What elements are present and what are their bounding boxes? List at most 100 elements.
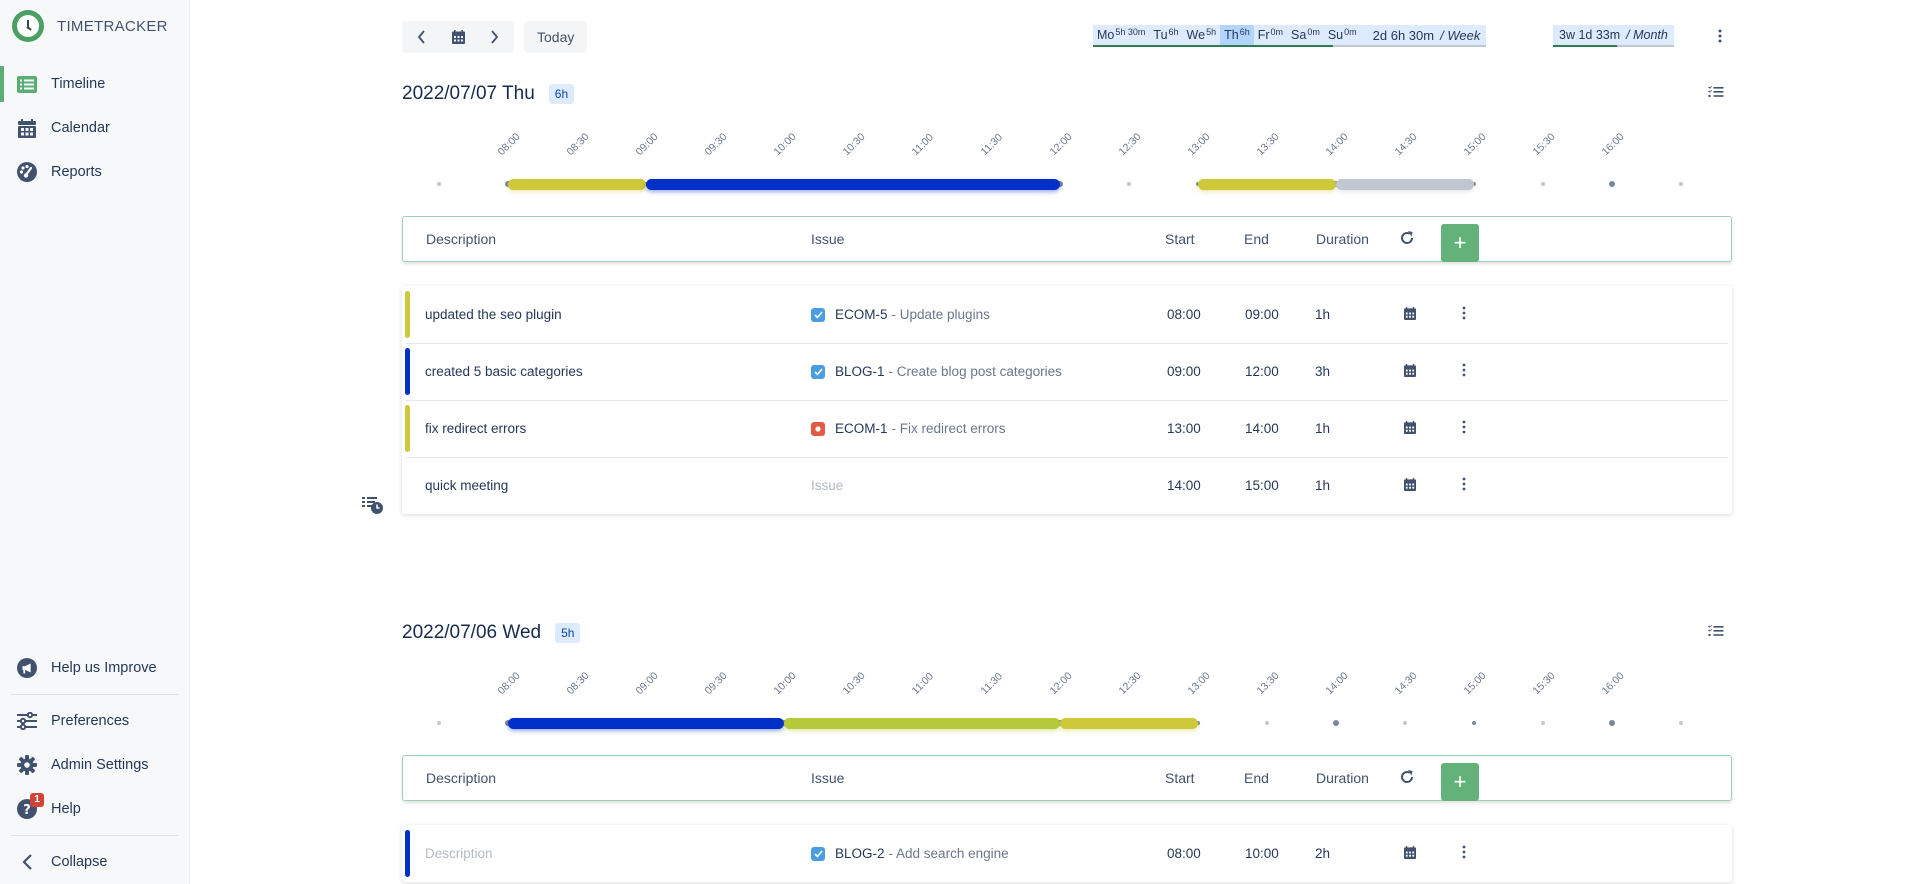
entry-description[interactable]: quick meeting bbox=[425, 478, 509, 493]
next-day-button[interactable] bbox=[482, 25, 506, 49]
row-more-icon[interactable] bbox=[1462, 306, 1466, 323]
timeline-entry-bar[interactable] bbox=[784, 718, 1060, 729]
prev-day-button[interactable] bbox=[410, 25, 434, 49]
entry-start[interactable]: 08:00 bbox=[1167, 846, 1201, 861]
week-total: 2d 6h 30m / Week bbox=[1373, 28, 1487, 43]
timeline-dot bbox=[1333, 720, 1339, 726]
bug-icon bbox=[811, 421, 825, 436]
timeline-tick-label: 11:30 bbox=[978, 670, 1006, 697]
week-day-su[interactable]: Su 0m bbox=[1324, 25, 1361, 45]
timeline-tick-label: 10:30 bbox=[840, 130, 868, 158]
table-row: updated the seo plugin ECOM-5 - Update p… bbox=[402, 286, 1732, 343]
entry-end[interactable]: 15:00 bbox=[1245, 478, 1279, 493]
checklist-icon[interactable] bbox=[1708, 85, 1724, 103]
sidebar-item-label: Admin Settings bbox=[51, 757, 149, 773]
entry-issue[interactable]: ECOM-1 - Fix redirect errors bbox=[811, 421, 1006, 436]
sidebar-item-help-us-improve[interactable]: Help us Improve bbox=[0, 646, 189, 690]
entry-start[interactable]: 14:00 bbox=[1167, 478, 1201, 493]
svg-text:?: ? bbox=[23, 803, 31, 818]
sidebar-item-help[interactable]: ? 1 Help bbox=[0, 787, 189, 831]
month-progress-bar bbox=[1553, 45, 1617, 47]
row-more-icon[interactable] bbox=[1462, 477, 1466, 494]
entry-description[interactable]: created 5 basic categories bbox=[425, 364, 583, 379]
entry-duration[interactable]: 3h bbox=[1315, 364, 1331, 379]
timeline-entry-bar[interactable] bbox=[1336, 179, 1474, 190]
entry-duration[interactable]: 1h bbox=[1315, 478, 1331, 493]
timeline-entry-bar[interactable] bbox=[508, 179, 646, 190]
sidebar-item-preferences[interactable]: Preferences bbox=[0, 699, 189, 743]
start-timer-icon[interactable] bbox=[362, 496, 384, 519]
entry-issue[interactable]: Issue bbox=[811, 478, 843, 493]
entry-end[interactable]: 12:00 bbox=[1245, 364, 1279, 379]
week-day-tu[interactable]: Tu 6h bbox=[1149, 25, 1182, 45]
sidebar-item-label: Collapse bbox=[51, 854, 108, 870]
timeline-dot bbox=[1127, 182, 1131, 186]
entries-list: updated the seo plugin ECOM-5 - Update p… bbox=[402, 286, 1732, 514]
entry-start[interactable]: 09:00 bbox=[1167, 364, 1201, 379]
timeline-tick-label: 13:30 bbox=[1254, 130, 1282, 158]
sidebar-item-collapse[interactable]: Collapse bbox=[0, 840, 189, 884]
sidebar-item-timeline[interactable]: Timeline bbox=[0, 62, 189, 106]
calendar-icon[interactable] bbox=[1404, 845, 1416, 862]
entry-end[interactable]: 10:00 bbox=[1245, 846, 1279, 861]
entry-issue[interactable]: BLOG-1 - Create blog post categories bbox=[811, 364, 1062, 379]
week-day-fr[interactable]: Fr 0m bbox=[1254, 25, 1287, 45]
entry-end[interactable]: 14:00 bbox=[1245, 421, 1279, 436]
entry-description[interactable]: updated the seo plugin bbox=[425, 307, 562, 322]
timeline-tick-label: 14:30 bbox=[1392, 669, 1420, 697]
week-day-th[interactable]: Th 6h bbox=[1220, 25, 1254, 45]
more-options-button[interactable] bbox=[1710, 26, 1730, 46]
brand[interactable]: TIMETRACKER bbox=[0, 0, 189, 52]
timeline-tick-label: 11:30 bbox=[978, 131, 1006, 158]
checklist-icon[interactable] bbox=[1708, 624, 1724, 642]
timeline-entry-bar[interactable] bbox=[508, 718, 784, 729]
day-total-badge: 5h bbox=[555, 623, 581, 643]
timeline-entry-bar[interactable] bbox=[646, 179, 1060, 190]
sidebar-item-label: Reports bbox=[51, 164, 102, 180]
entry-color-marker bbox=[405, 405, 410, 452]
calendar-icon[interactable] bbox=[1404, 420, 1416, 437]
day-value: 5h bbox=[1206, 27, 1217, 37]
calendar-icon[interactable] bbox=[1404, 363, 1416, 380]
timeline-tick-label: 11:00 bbox=[909, 670, 937, 697]
timeline-entry-bar[interactable] bbox=[1198, 179, 1336, 190]
refresh-icon[interactable] bbox=[1400, 230, 1414, 248]
entry-duration[interactable]: 1h bbox=[1315, 307, 1331, 322]
list-icon bbox=[17, 74, 37, 94]
row-more-icon[interactable] bbox=[1462, 363, 1466, 380]
sidebar-item-calendar[interactable]: Calendar bbox=[0, 106, 189, 150]
timeline-tick-label: 08:30 bbox=[564, 130, 592, 158]
week-day-mo[interactable]: Mo 5h 30m bbox=[1093, 25, 1149, 45]
gauge-icon bbox=[17, 162, 37, 182]
entry-end[interactable]: 09:00 bbox=[1245, 307, 1279, 322]
row-more-icon[interactable] bbox=[1462, 845, 1466, 862]
calendar-icon[interactable] bbox=[1404, 477, 1416, 494]
calendar-icon[interactable] bbox=[1404, 306, 1416, 323]
timeline-tick-label: 13:00 bbox=[1185, 669, 1213, 697]
timeline-tick-label: 16:00 bbox=[1599, 130, 1627, 158]
week-day-we[interactable]: We 5h bbox=[1183, 25, 1221, 45]
refresh-icon[interactable] bbox=[1400, 769, 1414, 787]
timeline-dot bbox=[1196, 721, 1200, 725]
date-picker-button[interactable] bbox=[446, 25, 470, 49]
table-row: created 5 basic categories BLOG-1 - Crea… bbox=[402, 343, 1732, 400]
sidebar-item-admin-settings[interactable]: Admin Settings bbox=[0, 743, 189, 787]
main-nav: Timeline Calendar Reports bbox=[0, 62, 189, 194]
entry-start[interactable]: 08:00 bbox=[1167, 307, 1201, 322]
week-day-sa[interactable]: Sa 0m bbox=[1287, 25, 1324, 45]
entry-description[interactable]: Description bbox=[425, 846, 493, 861]
entry-duration[interactable]: 2h bbox=[1315, 846, 1331, 861]
add-entry-button[interactable]: + bbox=[1441, 224, 1479, 262]
clock-logo-icon bbox=[12, 10, 44, 42]
entry-issue[interactable]: ECOM-5 - Update plugins bbox=[811, 307, 990, 322]
entry-description[interactable]: fix redirect errors bbox=[425, 421, 527, 436]
entry-issue[interactable]: BLOG-2 - Add search engine bbox=[811, 846, 1009, 861]
sidebar-item-reports[interactable]: Reports bbox=[0, 150, 189, 194]
timeline-entry-bar[interactable] bbox=[1060, 718, 1198, 729]
entry-duration[interactable]: 1h bbox=[1315, 421, 1331, 436]
month-total-value: 3w 1d 33m bbox=[1559, 28, 1621, 42]
add-entry-button[interactable]: + bbox=[1441, 763, 1479, 801]
today-button[interactable]: Today bbox=[524, 21, 588, 53]
row-more-icon[interactable] bbox=[1462, 420, 1466, 437]
entry-start[interactable]: 13:00 bbox=[1167, 421, 1201, 436]
